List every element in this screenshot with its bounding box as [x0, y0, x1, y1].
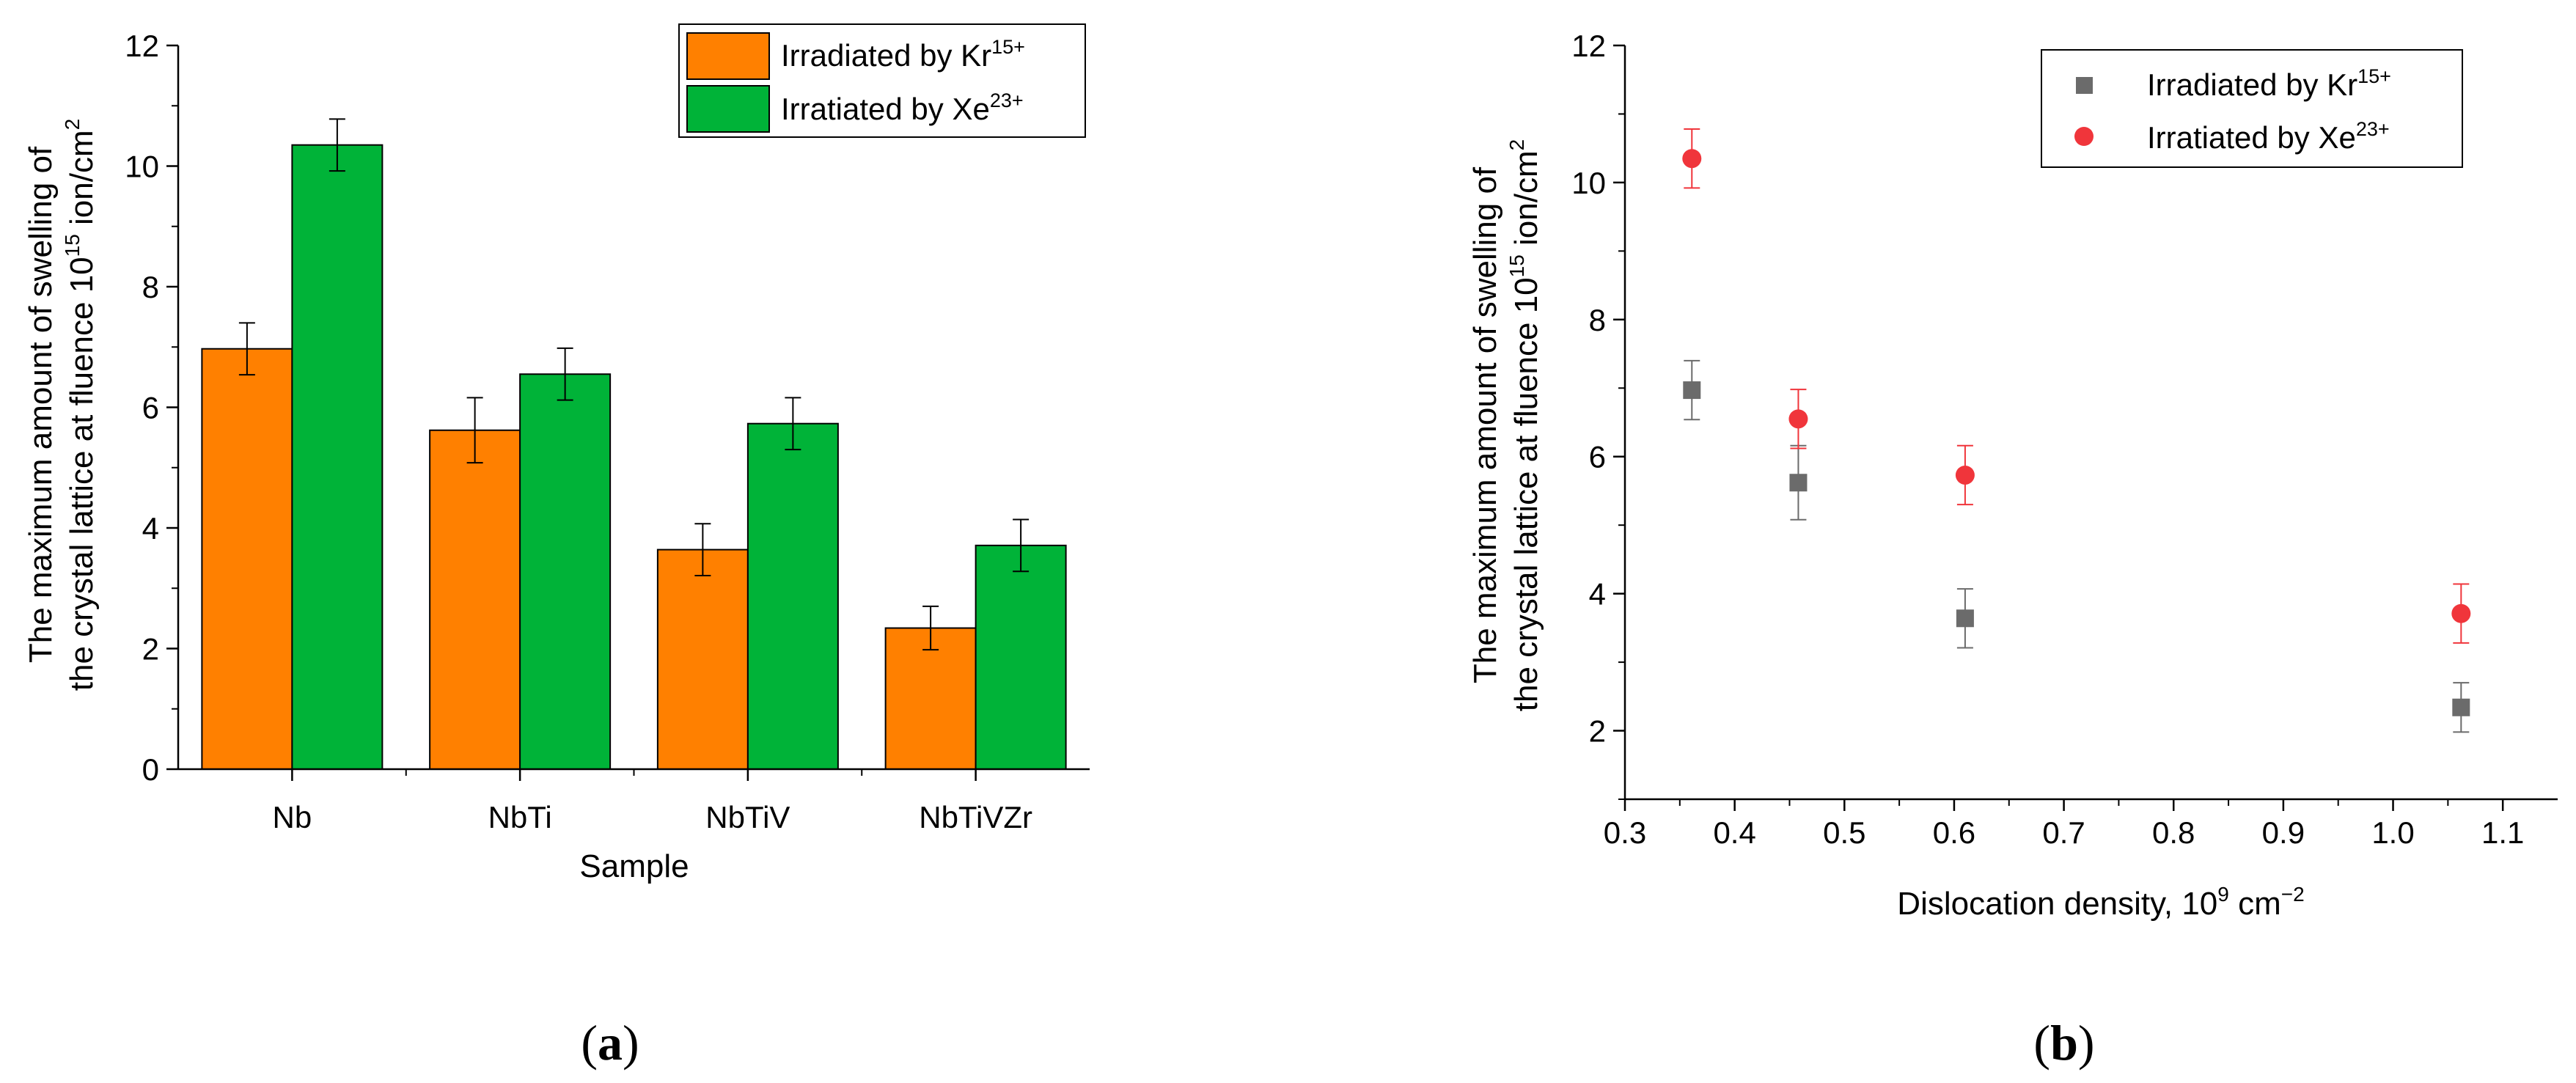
y-tick-label: 8 [1589, 303, 1606, 337]
bar-nbtiv-xe [746, 422, 839, 771]
bar-nbti-xe [519, 373, 612, 770]
y-tick-label: 4 [1589, 577, 1606, 612]
panel-b-legend-frame [2041, 49, 2463, 168]
y-tick-label: 6 [142, 391, 159, 425]
data-point-kr [1683, 381, 1701, 400]
data-point-kr [2452, 698, 2470, 716]
panel-a-x-axis-title: Sample [579, 848, 689, 884]
panel-b-legend-label-xe: Irratiated by Xe23+ [2147, 118, 2390, 155]
y-tick-label: 12 [1571, 29, 1606, 63]
y-tick-label: 0 [142, 752, 159, 787]
x-tick-label: 0.8 [2152, 815, 2195, 850]
panel-b-legend: Irradiated by Kr15+ Irratiated by Xe23+ [2041, 49, 2463, 168]
panel-b-x-axis-title: Dislocation density, 109 cm−2 [1897, 883, 2304, 922]
panel-b-y-axis-title: The maximum amount of swelling of the cr… [1467, 139, 1544, 711]
panel-a-legend-label-kr: Irradiated by Kr15+ [781, 36, 1025, 73]
panel-a-legend-swatch-kr [686, 32, 770, 80]
y-tick-label: 4 [142, 511, 159, 546]
y-tick-label: 2 [142, 632, 159, 667]
panel-a-y-axis-title-line2: the crystal lattice at fluence 1015 ion/… [61, 119, 100, 691]
x-tick-label: 1.1 [2481, 815, 2524, 850]
data-point-xe [1955, 465, 1975, 485]
y-tick-label: 10 [125, 150, 159, 184]
x-tick-label: NbTiV [705, 800, 790, 834]
x-tick-label: Nb [273, 800, 312, 834]
data-point-xe [2451, 603, 2471, 623]
panel-b-y-axis-title-line1: The maximum amount of swelling of [1467, 166, 1503, 683]
bar-nbtiv-kr [656, 548, 749, 770]
panel-b-y-axis-title-line2: the crystal lattice at fluence 1015 ion/… [1505, 139, 1544, 711]
y-tick-label: 8 [142, 270, 159, 304]
y-tick-label: 10 [1571, 166, 1606, 200]
x-tick-label: NbTiVZr [919, 800, 1032, 834]
bar-nb-xe [291, 144, 384, 770]
x-tick-label: 0.3 [1604, 815, 1646, 850]
x-tick-label: 0.4 [1713, 815, 1755, 850]
x-tick-label: 1.0 [2371, 815, 2414, 850]
x-tick-label: 0.7 [2042, 815, 2085, 850]
y-tick-label: 6 [1589, 440, 1606, 474]
x-tick-label: 0.9 [2262, 815, 2305, 850]
bar-nbtivzr-xe [975, 544, 1067, 770]
panel-a-caption: (a) [581, 1015, 639, 1071]
panel-a-legend: Irradiated by Kr15+ Irratiated by Xe23+ [678, 23, 1086, 138]
panel-b-caption: (b) [2033, 1015, 2094, 1071]
data-point-kr [1789, 474, 1808, 492]
panel-a-legend-swatch-xe [686, 85, 770, 133]
data-point-kr [1956, 609, 1974, 628]
x-tick-label: 0.6 [1933, 815, 1975, 850]
panel-b-chart: 2 4 6 8 10 12 0.3 0.4 0.5 0.6 0.7 0.8 0.9 1.0 1.1 Dis… [1467, 29, 2558, 1071]
panel-b-legend-marker-kr [2076, 77, 2093, 94]
panel-b-legend-label-kr: Irradiated by Kr15+ [2147, 65, 2391, 102]
panel-a-chart: 0 2 4 6 8 10 12 Nb NbTi NbTiV NbTiVZr Sample The … [23, 23, 1090, 1071]
panel-b-legend-marker-xe [2074, 127, 2094, 146]
bar-nbtivzr-kr [884, 627, 977, 770]
y-tick-label: 12 [125, 29, 159, 63]
y-tick-label: 2 [1589, 714, 1606, 749]
panel-a-y-axis-title-line1: The maximum amount of swelling of [23, 146, 59, 663]
panel-a-legend-label-xe: Irratiated by Xe23+ [781, 89, 1024, 126]
bar-nb-kr [201, 348, 293, 770]
x-tick-label: 0.5 [1823, 815, 1865, 850]
data-point-xe [1682, 149, 1702, 169]
panel-a-y-axis-title: The maximum amount of swelling of the cr… [23, 119, 100, 691]
bar-nbti-kr [429, 429, 521, 770]
x-tick-label: NbTi [488, 800, 552, 834]
data-point-xe [1788, 409, 1808, 429]
